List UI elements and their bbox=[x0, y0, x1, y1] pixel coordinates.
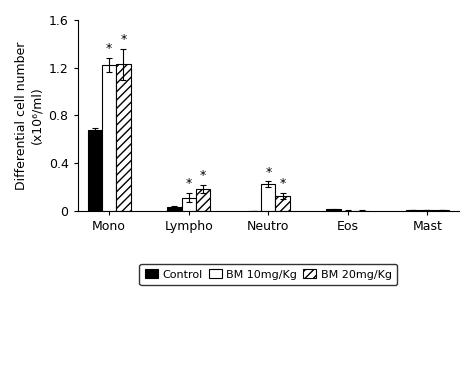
Text: *: * bbox=[106, 42, 112, 55]
Bar bbox=[102, 65, 116, 211]
Text: *: * bbox=[186, 177, 192, 190]
Bar bbox=[435, 210, 449, 211]
Legend: Control, BM 10mg/Kg, BM 20mg/Kg: Control, BM 10mg/Kg, BM 20mg/Kg bbox=[139, 264, 397, 285]
Bar bbox=[116, 64, 131, 211]
Bar bbox=[327, 209, 341, 211]
Text: *: * bbox=[265, 166, 272, 179]
Bar bbox=[167, 207, 182, 211]
Bar bbox=[88, 130, 102, 211]
Text: *: * bbox=[200, 169, 206, 182]
Bar bbox=[420, 210, 435, 211]
Text: *: * bbox=[120, 32, 127, 46]
Bar bbox=[275, 196, 290, 211]
Bar bbox=[261, 184, 275, 211]
Bar bbox=[406, 210, 420, 211]
Bar bbox=[196, 189, 210, 211]
Text: *: * bbox=[280, 177, 286, 190]
Bar bbox=[182, 197, 196, 211]
Y-axis label: Differential cell number
(x10⁶/ml): Differential cell number (x10⁶/ml) bbox=[15, 41, 43, 190]
